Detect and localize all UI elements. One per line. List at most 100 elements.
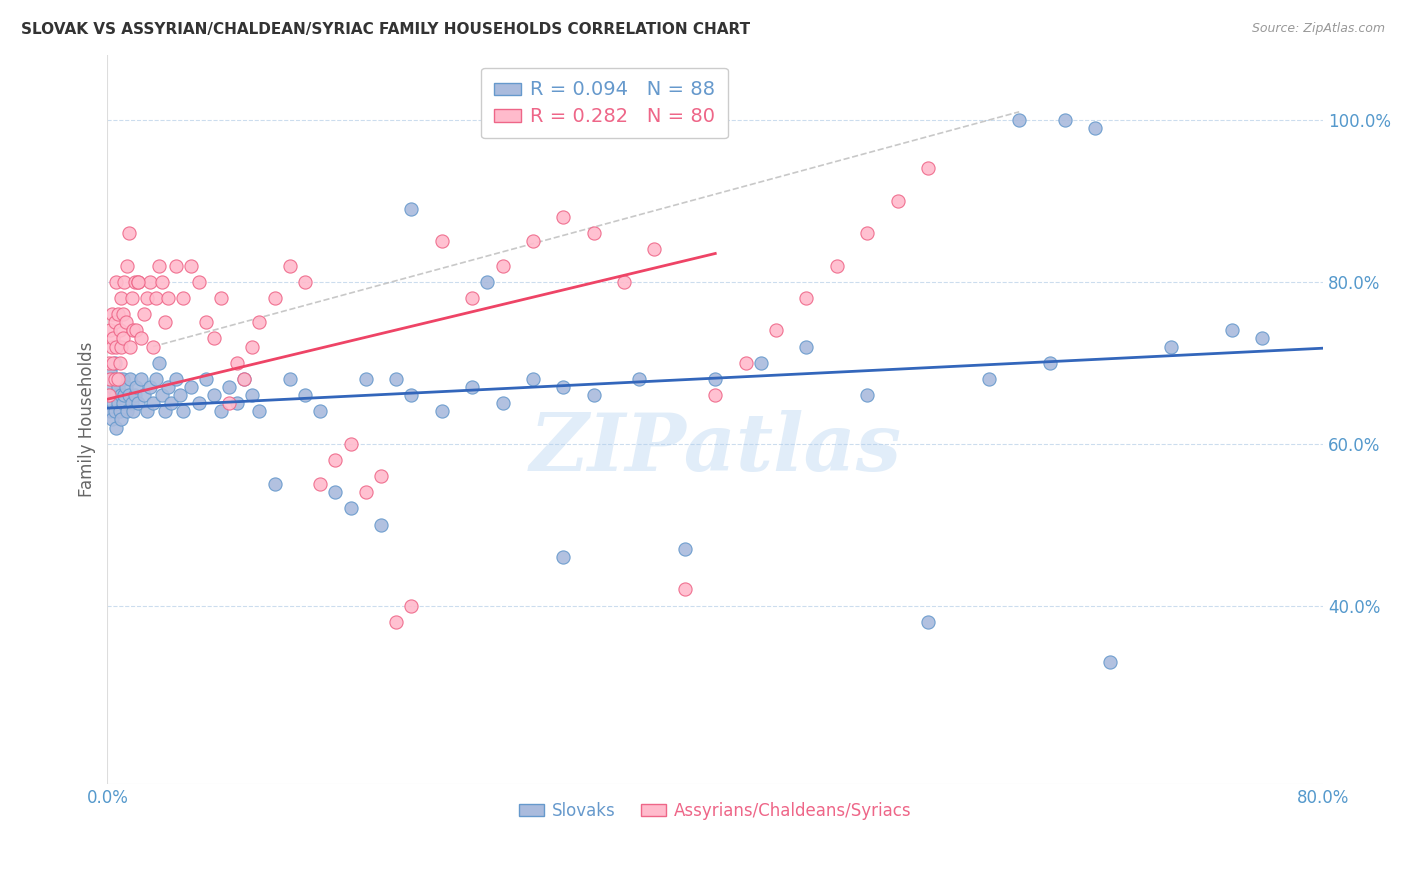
Point <box>103 331 125 345</box>
Point <box>104 404 127 418</box>
Point <box>129 331 152 345</box>
Point <box>628 372 651 386</box>
Point <box>1084 120 1107 135</box>
Point <box>734 356 756 370</box>
Point <box>1160 340 1182 354</box>
Point <box>110 412 132 426</box>
Point <box>825 259 848 273</box>
Point <box>111 331 134 345</box>
Point <box>673 582 696 597</box>
Point <box>120 372 142 386</box>
Point <box>112 388 135 402</box>
Point <box>127 275 149 289</box>
Point <box>110 388 132 402</box>
Point <box>461 380 484 394</box>
Point <box>430 404 453 418</box>
Point <box>157 380 180 394</box>
Point <box>202 388 225 402</box>
Point <box>122 323 145 337</box>
Point <box>101 340 124 354</box>
Point <box>385 615 408 629</box>
Point <box>209 291 232 305</box>
Point <box>187 275 209 289</box>
Point <box>115 404 138 418</box>
Point <box>180 380 202 394</box>
Point <box>114 380 136 394</box>
Point <box>135 291 157 305</box>
Point <box>157 291 180 305</box>
Point <box>105 275 128 289</box>
Point <box>613 275 636 289</box>
Point <box>225 356 247 370</box>
Point <box>187 396 209 410</box>
Point <box>856 226 879 240</box>
Point <box>354 485 377 500</box>
Point <box>115 259 138 273</box>
Point <box>145 372 167 386</box>
Point <box>122 404 145 418</box>
Point <box>150 275 173 289</box>
Point <box>127 275 149 289</box>
Point <box>582 226 605 240</box>
Point <box>202 331 225 345</box>
Point <box>112 275 135 289</box>
Point <box>132 307 155 321</box>
Point <box>430 235 453 249</box>
Point <box>103 372 125 386</box>
Point <box>104 315 127 329</box>
Point <box>294 275 316 289</box>
Point <box>132 388 155 402</box>
Point <box>110 340 132 354</box>
Point <box>105 420 128 434</box>
Point <box>233 372 256 386</box>
Point <box>97 388 120 402</box>
Point <box>118 388 141 402</box>
Point <box>247 404 270 418</box>
Point <box>796 340 818 354</box>
Point <box>107 372 129 386</box>
Point <box>294 388 316 402</box>
Point <box>765 323 787 337</box>
Point <box>218 380 240 394</box>
Point <box>97 356 120 370</box>
Point <box>461 291 484 305</box>
Point <box>263 477 285 491</box>
Point <box>917 615 939 629</box>
Point <box>107 380 129 394</box>
Point <box>111 396 134 410</box>
Point <box>142 396 165 410</box>
Point <box>704 388 727 402</box>
Point <box>129 372 152 386</box>
Point <box>124 388 146 402</box>
Point <box>108 323 131 337</box>
Point <box>522 235 544 249</box>
Point <box>145 291 167 305</box>
Point <box>108 356 131 370</box>
Point <box>582 388 605 402</box>
Point <box>370 517 392 532</box>
Point <box>553 210 575 224</box>
Point <box>1039 356 1062 370</box>
Point <box>643 243 665 257</box>
Point <box>856 388 879 402</box>
Point <box>111 372 134 386</box>
Point <box>114 315 136 329</box>
Point <box>103 396 125 410</box>
Point <box>103 356 125 370</box>
Point <box>354 372 377 386</box>
Point <box>153 315 176 329</box>
Point <box>121 396 143 410</box>
Y-axis label: Family Households: Family Households <box>79 342 96 497</box>
Point <box>108 404 131 418</box>
Point <box>139 275 162 289</box>
Point <box>100 404 122 418</box>
Point <box>139 380 162 394</box>
Point <box>101 380 124 394</box>
Point <box>195 315 218 329</box>
Point <box>339 436 361 450</box>
Text: ZIPatlas: ZIPatlas <box>529 409 901 487</box>
Point <box>142 340 165 354</box>
Point <box>108 372 131 386</box>
Point <box>148 356 170 370</box>
Point <box>195 372 218 386</box>
